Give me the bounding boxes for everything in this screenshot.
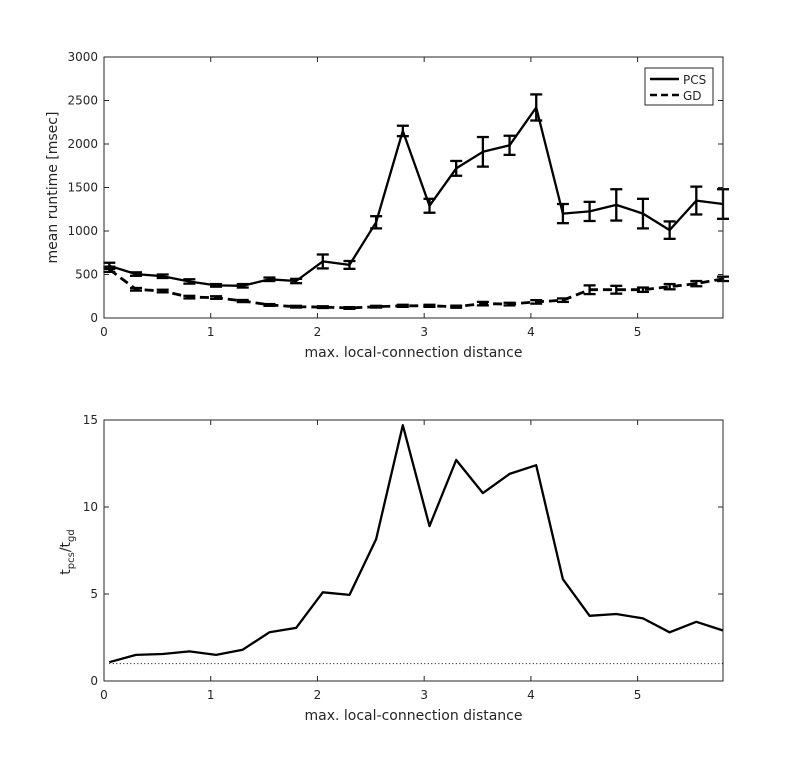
runtime-pcs-error-bar bbox=[636, 197, 649, 230]
runtime-pcs-error-bar bbox=[316, 253, 329, 270]
runtime-gd-error-bar bbox=[263, 302, 276, 307]
ratio-ticks: 0 1 2 3 4 5 0 5 10 15 bbox=[83, 413, 723, 702]
ratio-series-solid-line bbox=[108, 424, 724, 664]
runtime-pcs-error-bar bbox=[183, 278, 196, 285]
runtime-legend: PCS GD bbox=[644, 67, 714, 106]
ratio-axes-box bbox=[103, 419, 724, 682]
runtime-y-tick-label: 3000 bbox=[67, 50, 98, 64]
ratio-x-axis-label: max. local-connection distance bbox=[305, 708, 523, 724]
runtime-pcs-error-bar bbox=[210, 282, 223, 288]
runtime-gd-error-bar bbox=[210, 295, 223, 301]
runtime-pcs-error-bar bbox=[156, 273, 169, 280]
runtime-gd-error-bar bbox=[370, 304, 383, 309]
runtime-gd-error-bar bbox=[183, 294, 196, 300]
runtime-pcs-error-bar bbox=[290, 277, 303, 285]
runtime-pcs-error-bar bbox=[663, 220, 676, 240]
legend-gd-label: GD bbox=[683, 89, 702, 103]
runtime-pcs-error-bar bbox=[130, 271, 143, 277]
runtime-gd-error-bar bbox=[663, 282, 676, 291]
runtime-x-tick-label: 1 bbox=[207, 325, 215, 339]
runtime-ticks: 0 1 2 3 4 5 0 500 1000 1500 2000 2500 3000 bbox=[67, 50, 723, 339]
runtime-pcs-error-bar bbox=[610, 188, 623, 222]
runtime-gd-error-bar bbox=[423, 303, 436, 309]
runtime-gd-error-bar bbox=[290, 304, 303, 309]
runtime-gd-error-bar bbox=[130, 286, 143, 292]
runtime-pcs-error-bar bbox=[503, 134, 516, 157]
runtime-y-tick-label: 500 bbox=[75, 268, 98, 282]
runtime-plot-area bbox=[104, 57, 723, 318]
ratio-plot-area bbox=[104, 420, 723, 681]
ratio-y-axis-label-text: tpcs/tgd bbox=[58, 529, 77, 574]
runtime-pcs-error-bar bbox=[423, 197, 436, 214]
ratio-marks bbox=[108, 424, 724, 665]
runtime-gd-error-bar bbox=[610, 284, 623, 295]
runtime-pcs-error-bar bbox=[396, 124, 409, 138]
runtime-y-tick-label: 0 bbox=[90, 311, 98, 325]
runtime-pcs-error-bar bbox=[370, 215, 383, 230]
ratio-x-tick-label: 5 bbox=[634, 688, 642, 702]
runtime-gd-error-bar bbox=[450, 304, 463, 309]
runtime-x-tick-label: 5 bbox=[634, 325, 642, 339]
runtime-y-tick-label: 1500 bbox=[67, 181, 98, 195]
runtime-pcs-error-bar bbox=[476, 135, 489, 168]
runtime-pcs-error-bar bbox=[690, 185, 703, 216]
runtime-series-gd-line bbox=[108, 268, 724, 310]
runtime-x-axis-label: max. local-connection distance bbox=[305, 345, 523, 361]
ratio-y-tick-label: 5 bbox=[90, 587, 98, 601]
ratio-y-tick-label: 15 bbox=[83, 413, 98, 427]
ratio-x-tick-label: 1 bbox=[207, 688, 215, 702]
runtime-x-tick-label: 3 bbox=[420, 325, 428, 339]
ratio-x-tick-label: 2 bbox=[314, 688, 322, 702]
ratio-x-tick-label: 0 bbox=[100, 688, 108, 702]
runtime-chart: 0 1 2 3 4 5 0 500 1000 1500 2000 2500 3000 max. loca… bbox=[45, 50, 729, 361]
runtime-marks bbox=[103, 93, 729, 311]
runtime-pcs-error-bar bbox=[450, 159, 463, 177]
runtime-gd-error-bar bbox=[103, 265, 116, 274]
runtime-pcs-error-bar bbox=[236, 282, 249, 289]
ratio-x-tick-label: 3 bbox=[420, 688, 428, 702]
runtime-y-axis-label: mean runtime [msec] bbox=[45, 112, 61, 264]
runtime-gd-error-bar bbox=[503, 301, 516, 307]
runtime-gd-error-bar bbox=[583, 284, 596, 296]
runtime-y-tick-label: 2000 bbox=[67, 137, 98, 151]
runtime-x-tick-label: 2 bbox=[314, 325, 322, 339]
runtime-gd-error-bar bbox=[530, 299, 543, 305]
runtime-pcs-error-bar bbox=[343, 259, 356, 270]
runtime-gd-error-bar bbox=[690, 279, 703, 288]
ratio-y-tick-label: 0 bbox=[90, 674, 98, 688]
ratio-y-tick-label: 10 bbox=[83, 500, 98, 514]
runtime-gd-error-bar bbox=[236, 298, 249, 304]
runtime-pcs-error-bar bbox=[556, 202, 569, 225]
ratio-x-tick-label: 4 bbox=[527, 688, 535, 702]
runtime-x-tick-label: 4 bbox=[527, 325, 535, 339]
runtime-gd-error-bar bbox=[316, 305, 329, 310]
runtime-gd-error-bar bbox=[343, 305, 356, 311]
runtime-gd-error-bar bbox=[396, 303, 409, 309]
runtime-gd-error-bar bbox=[636, 286, 649, 294]
runtime-pcs-error-bar bbox=[263, 276, 276, 283]
ratio-y-axis-label: tpcs/tgd bbox=[58, 529, 77, 574]
ratio-chart: 0 1 2 3 4 5 0 5 10 15 max. local-connection dista… bbox=[58, 413, 724, 724]
runtime-gd-error-bar bbox=[556, 297, 569, 304]
runtime-pcs-error-bar bbox=[583, 200, 596, 223]
legend-pcs-label: PCS bbox=[683, 73, 706, 87]
runtime-y-tick-label: 2500 bbox=[67, 94, 98, 108]
runtime-x-tick-label: 0 bbox=[100, 325, 108, 339]
runtime-gd-error-bar bbox=[476, 300, 489, 307]
runtime-gd-error-bar bbox=[156, 288, 169, 294]
legend-box bbox=[644, 67, 714, 106]
runtime-pcs-error-bar bbox=[530, 93, 543, 122]
runtime-y-tick-label: 1000 bbox=[67, 224, 98, 238]
